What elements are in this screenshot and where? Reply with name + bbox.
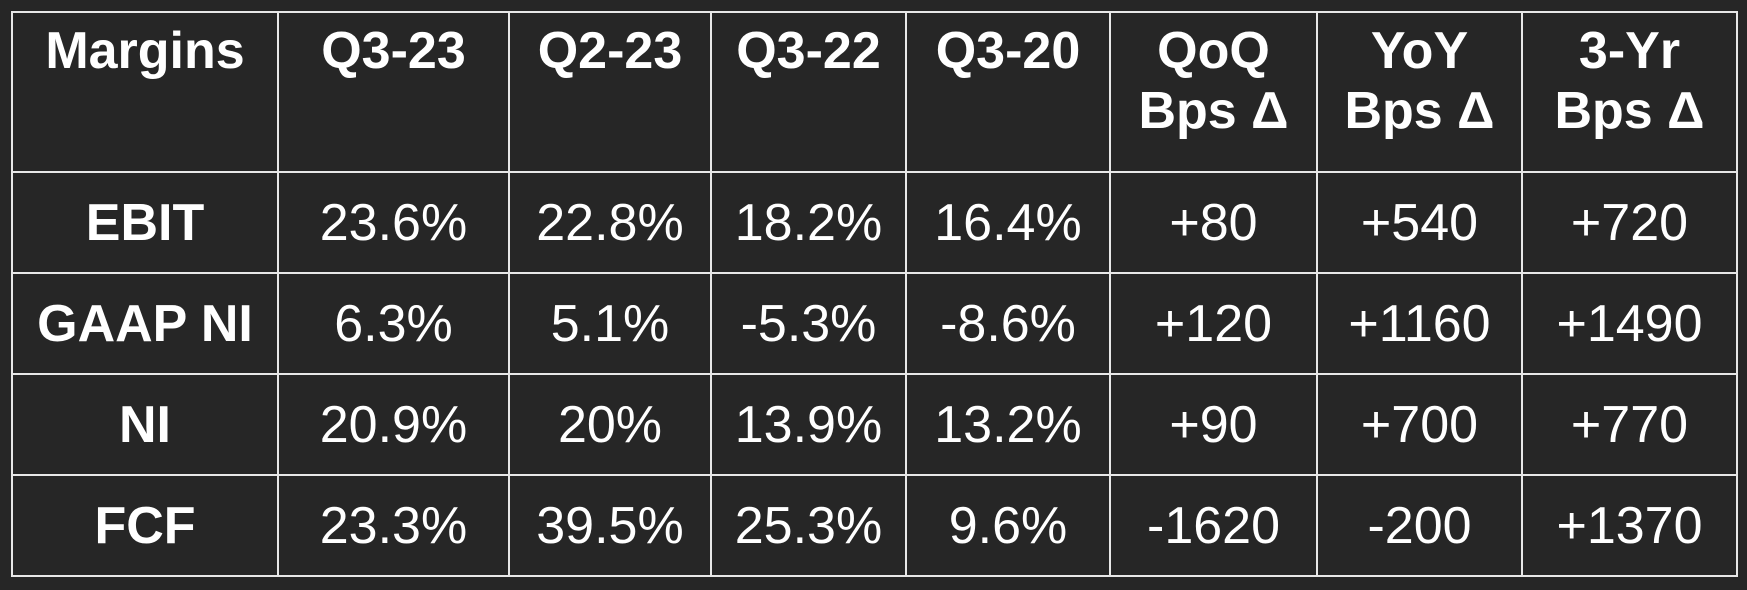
- header-cell: Q3-23: [277, 11, 510, 173]
- cell: 18.2%: [710, 171, 907, 274]
- cell: 13.9%: [710, 373, 907, 476]
- row-label: EBIT: [11, 171, 279, 274]
- cell: 23.3%: [277, 474, 510, 577]
- row-label: GAAP NI: [11, 272, 279, 375]
- cell: -8.6%: [905, 272, 1111, 375]
- cell: 25.3%: [710, 474, 907, 577]
- table-row: NI 20.9% 20% 13.9% 13.2% +90 +700 +770: [11, 373, 1738, 476]
- header-cell: Margins: [11, 11, 279, 173]
- cell: +720: [1521, 171, 1738, 274]
- cell: 16.4%: [905, 171, 1111, 274]
- header-row: Margins Q3-23 Q2-23 Q3-22 Q3-20 QoQ Bps Δ YoY …: [11, 11, 1738, 173]
- cell: -200: [1316, 474, 1523, 577]
- cell: +1490: [1521, 272, 1738, 375]
- table-row: GAAP NI 6.3% 5.1% -5.3% -8.6% +120 +1160 +1490: [11, 272, 1738, 375]
- cell: +90: [1109, 373, 1318, 476]
- cell: +540: [1316, 171, 1523, 274]
- cell: +1160: [1316, 272, 1523, 375]
- table-row: EBIT 23.6% 22.8% 18.2% 16.4% +80 +540 +720: [11, 171, 1738, 274]
- cell: +700: [1316, 373, 1523, 476]
- cell: 9.6%: [905, 474, 1111, 577]
- row-label: FCF: [11, 474, 279, 577]
- header-cell: Q2-23: [508, 11, 712, 173]
- header-cell: Q3-20: [905, 11, 1111, 173]
- cell: 5.1%: [508, 272, 712, 375]
- cell: +770: [1521, 373, 1738, 476]
- cell: +1370: [1521, 474, 1738, 577]
- cell: +80: [1109, 171, 1318, 274]
- cell: 20%: [508, 373, 712, 476]
- cell: 39.5%: [508, 474, 712, 577]
- table-row: FCF 23.3% 39.5% 25.3% 9.6% -1620 -200 +1370: [11, 474, 1738, 577]
- cell: 23.6%: [277, 171, 510, 274]
- cell: 13.2%: [905, 373, 1111, 476]
- cell: -1620: [1109, 474, 1318, 577]
- cell: 6.3%: [277, 272, 510, 375]
- table-body: EBIT 23.6% 22.8% 18.2% 16.4% +80 +540 +720 GAAP …: [11, 171, 1738, 577]
- cell: 20.9%: [277, 373, 510, 476]
- header-cell: QoQ Bps Δ: [1109, 11, 1318, 173]
- header-cell: 3-Yr Bps Δ: [1521, 11, 1738, 173]
- cell: -5.3%: [710, 272, 907, 375]
- cell: 22.8%: [508, 171, 712, 274]
- header-cell: YoY Bps Δ: [1316, 11, 1523, 173]
- header-cell: Q3-22: [710, 11, 907, 173]
- margins-table: Margins Q3-23 Q2-23 Q3-22 Q3-20 QoQ Bps Δ YoY …: [11, 11, 1738, 577]
- cell: +120: [1109, 272, 1318, 375]
- row-label: NI: [11, 373, 279, 476]
